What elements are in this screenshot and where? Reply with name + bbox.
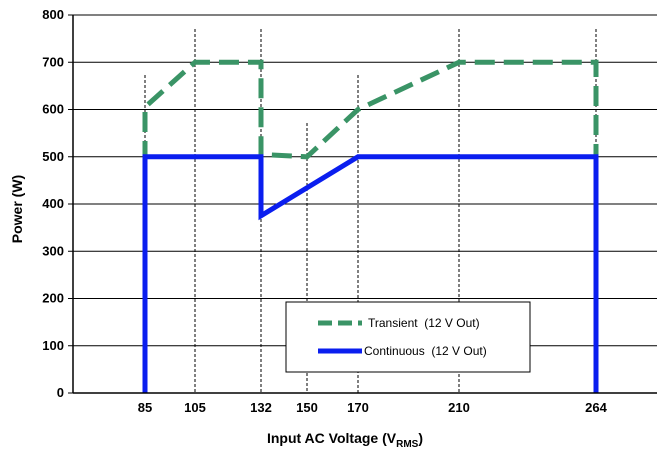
x-axis-title-close: ) — [418, 430, 423, 446]
x-axis-title-main: Input AC Voltage (V — [267, 430, 397, 446]
x-tick-label-150: 150 — [296, 400, 318, 415]
legend-label-transient: Transient (12 V Out) — [368, 316, 480, 330]
x-tick-label-105: 105 — [184, 400, 206, 415]
series-transient-line — [142, 59, 599, 393]
y-tick-label-300: 300 — [42, 243, 64, 258]
axes — [68, 14, 657, 394]
legend-label-continuous: Continuous (12 V Out) — [364, 344, 487, 358]
y-tick-labels: 0 100 200 300 400 500 600 700 800 — [42, 7, 64, 400]
x-tick-labels: 85 105 132 150 170 210 264 — [138, 400, 608, 415]
x-tick-label-170: 170 — [347, 400, 369, 415]
series-continuous-line — [142, 154, 599, 393]
x-axis-title: Input AC Voltage (VRMS) — [267, 430, 423, 450]
y-tick-label-200: 200 — [42, 291, 64, 306]
y-tick-label-800: 800 — [42, 7, 64, 22]
y-axis-title: Power (W) — [9, 175, 25, 243]
series-layer — [142, 59, 599, 393]
legend-box — [285, 301, 531, 373]
x-tick-label-132: 132 — [250, 400, 272, 415]
x-axis-title-subscript: RMS — [396, 439, 419, 450]
y-tick-label-0: 0 — [57, 385, 64, 400]
y-tick-label-100: 100 — [42, 338, 64, 353]
x-tick-label-85: 85 — [138, 400, 152, 415]
y-tick-label-400: 400 — [42, 196, 64, 211]
legend: Transient (12 V Out) Continuous (12 V Ou… — [285, 301, 531, 373]
y-tick-label-500: 500 — [42, 149, 64, 164]
y-tick-label-700: 700 — [42, 54, 64, 69]
x-tick-label-210: 210 — [448, 400, 470, 415]
y-tick-label-600: 600 — [42, 102, 64, 117]
x-tick-label-264: 264 — [585, 400, 607, 415]
